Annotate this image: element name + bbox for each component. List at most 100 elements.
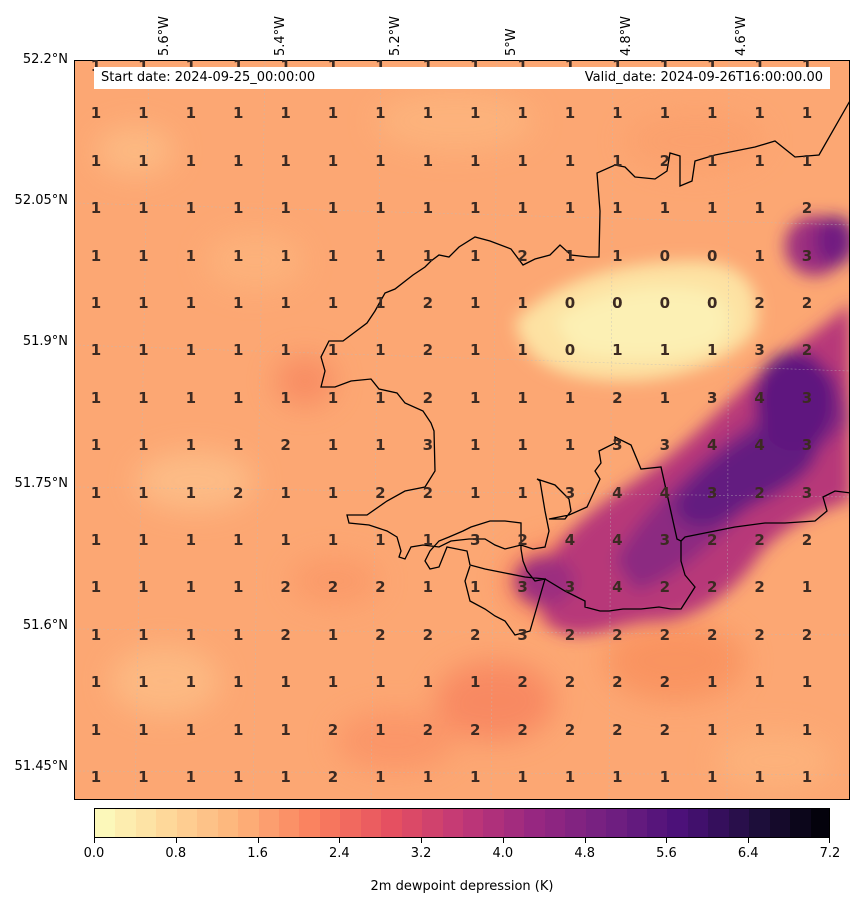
grid-value: 1 <box>232 199 244 218</box>
grid-value: 1 <box>564 104 576 123</box>
grid-value: 1 <box>280 768 291 786</box>
grid-value: 3 <box>564 483 576 502</box>
colorbar-segment <box>483 809 505 837</box>
grid-value: 1 <box>659 104 671 123</box>
grid-value: 1 <box>90 57 102 75</box>
dewpoint-field-map <box>75 61 849 799</box>
grid-value: 1 <box>706 673 718 692</box>
grid-value: 1 <box>375 104 386 123</box>
grid-value: 1 <box>422 57 434 75</box>
lon-label: 5.4°W <box>273 15 288 56</box>
lat-label: 51.75°N <box>14 476 68 491</box>
grid-value: 1 <box>422 151 434 170</box>
grid-value: 4 <box>659 483 671 502</box>
colorbar-tick <box>94 838 95 843</box>
colorbar-segment <box>156 809 178 837</box>
grid-value: 1 <box>280 294 291 312</box>
grid-value: 2 <box>517 531 528 549</box>
grid-value: 3 <box>801 388 813 407</box>
grid-value: 2 <box>801 341 813 360</box>
grid-value: 1 <box>517 436 528 455</box>
colorbar-tick-label: 1.6 <box>247 846 268 861</box>
grid-value: 1 <box>327 436 339 455</box>
grid-value: 1 <box>422 673 434 692</box>
grid-value: 2 <box>564 720 576 739</box>
grid-value: 1 <box>138 57 149 75</box>
grid-value: 2 <box>801 294 813 312</box>
colorbar-ticks: 0.0 0.8 1.6 2.4 3.2 4.0 4.8 5.6 6.4 7.2 <box>84 838 840 862</box>
grid-value: 1 <box>706 720 718 739</box>
grid-value: 2 <box>469 625 481 644</box>
grid-value: 1 <box>564 388 576 407</box>
grid-value: 1 <box>517 483 528 502</box>
grid-value: 1 <box>185 57 197 75</box>
grid-value: 3 <box>469 531 481 549</box>
grid-value: 1 <box>138 578 149 597</box>
colorbar-segment <box>360 809 382 837</box>
lon-label: 5.6°W <box>157 15 172 56</box>
grid-value: 1 <box>754 768 765 786</box>
grid-value: 2 <box>659 151 671 170</box>
grid-value: 2 <box>754 625 765 644</box>
grid-value: 2 <box>280 578 291 597</box>
grid-value: 1 <box>280 388 291 407</box>
colorbar-segment <box>769 809 791 837</box>
grid-value: 3 <box>801 246 813 265</box>
grid-value: 1 <box>422 578 434 597</box>
grid-value: 1 <box>90 625 102 644</box>
grid-value: 1 <box>706 341 718 360</box>
grid-value: 1 <box>185 199 197 218</box>
grid-value: 2 <box>375 578 386 597</box>
colorbar-segment <box>279 809 301 837</box>
lon-label: 4.6°W <box>734 15 749 56</box>
colorbar-segment <box>606 809 628 837</box>
grid-value: 3 <box>659 531 671 549</box>
lat-label: 51.6°N <box>22 618 68 633</box>
grid-value: 1 <box>138 436 149 455</box>
grid-value: 1 <box>232 531 244 549</box>
grid-value: 1 <box>375 673 386 692</box>
grid-value: 1 <box>469 151 481 170</box>
grid-value: 1 <box>90 720 102 739</box>
grid-value: 0 <box>612 294 623 312</box>
grid-value: 4 <box>706 436 718 455</box>
grid-value: 1 <box>375 436 386 455</box>
grid-value: 1 <box>90 578 102 597</box>
grid-value: 0 <box>564 294 576 312</box>
grid-value: 1 <box>90 151 102 170</box>
colorbar-tick-label: 0.8 <box>165 846 187 861</box>
colorbar-segment <box>115 809 137 837</box>
grid-value: 2 <box>706 578 718 597</box>
grid-value: 0 <box>659 246 671 265</box>
grid-value: 1 <box>232 768 244 786</box>
grid-value: 2 <box>659 673 671 692</box>
grid-value: 2 <box>422 388 434 407</box>
grid-value: 2 <box>422 720 434 739</box>
grid-value: 1 <box>185 294 197 312</box>
colorbar-segment <box>667 809 689 837</box>
grid-value: 0 <box>659 294 671 312</box>
grid-value: 1 <box>469 246 481 265</box>
grid-value: 1 <box>612 104 623 123</box>
grid-value: 2 <box>801 625 813 644</box>
grid-value: 1 <box>138 673 149 692</box>
grid-value: 1 <box>327 104 339 123</box>
lat-label: 52.2°N <box>22 52 68 67</box>
grid-value: 4 <box>612 531 623 549</box>
start-date-label: Start date: 2024-09-25_00:00:00 <box>101 70 316 85</box>
grid-value: 1 <box>138 151 149 170</box>
grid-value: 1 <box>90 768 102 786</box>
grid-value: 1 <box>469 388 481 407</box>
grid-value: 1 <box>469 768 481 786</box>
colorbar-tick-label: 3.2 <box>410 846 432 861</box>
grid-value: 2 <box>327 768 339 786</box>
grid-value: 1 <box>232 720 244 739</box>
grid-value: 2 <box>422 625 434 644</box>
grid-value: 1 <box>659 199 671 218</box>
grid-value: 1 <box>422 531 434 549</box>
grid-value: 1 <box>327 388 339 407</box>
grid-value: 2 <box>801 531 813 549</box>
grid-value: 1 <box>517 294 528 312</box>
grid-value: 1 <box>138 341 149 360</box>
grid-value: 4 <box>564 531 576 549</box>
